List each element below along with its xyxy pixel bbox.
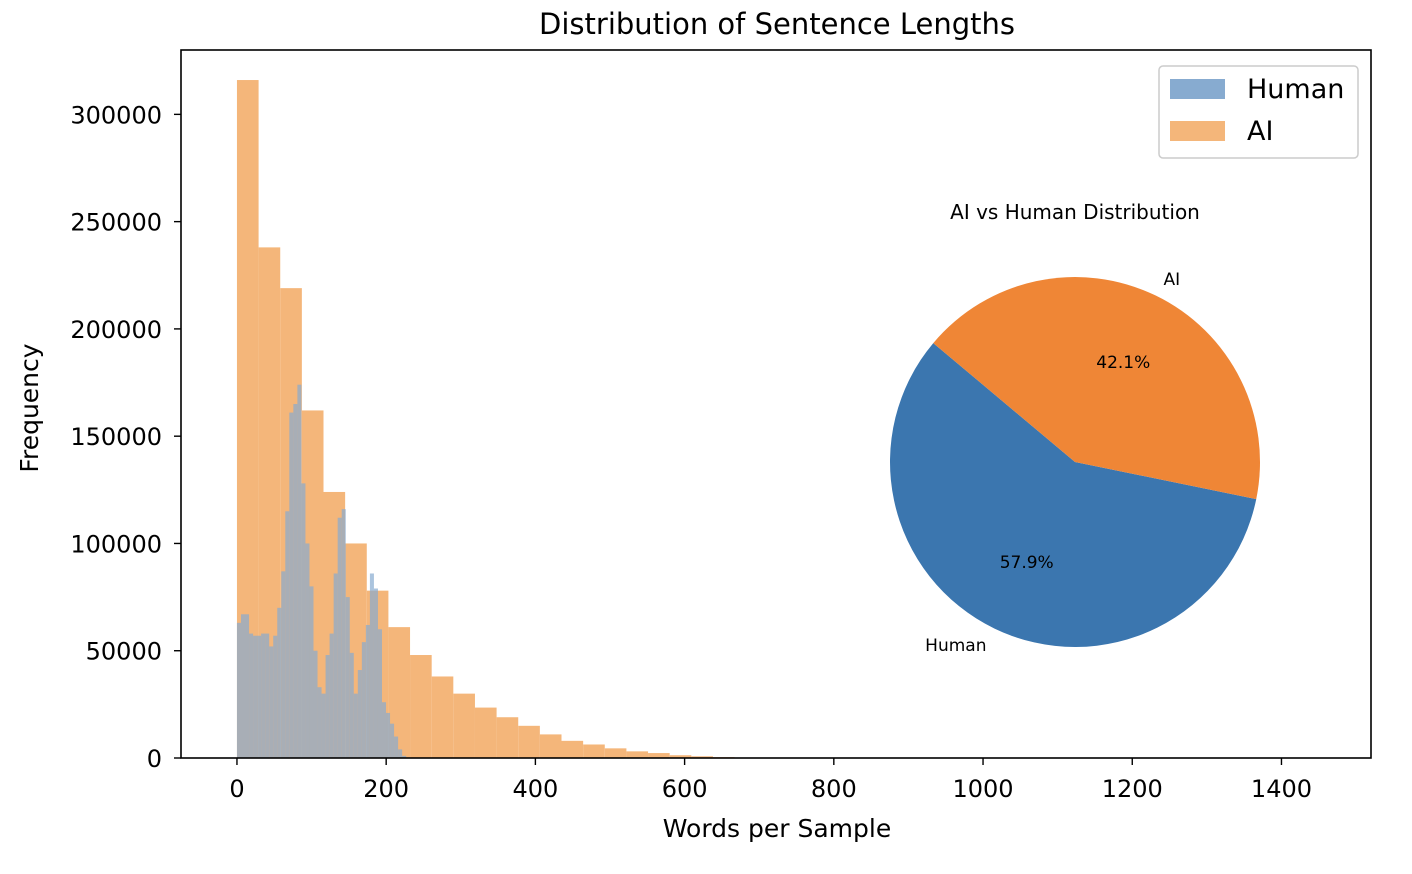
bar-human — [390, 723, 395, 758]
bar-ai — [648, 753, 670, 758]
pie-pct-human: 57.9% — [1000, 553, 1054, 573]
pie-title: AI vs Human Distribution — [950, 200, 1200, 224]
chart-title: Distribution of Sentence Lengths — [539, 7, 1015, 41]
bar-human — [349, 652, 354, 758]
bar-ai — [691, 756, 713, 758]
bar-human — [301, 483, 306, 758]
bar-human — [333, 573, 338, 758]
y-tick-label: 100000 — [70, 530, 162, 558]
bar-human — [402, 755, 407, 758]
pie-label-ai: AI — [1164, 270, 1181, 290]
bar-human — [386, 712, 391, 758]
bar-human — [265, 633, 270, 758]
bar-ai — [626, 751, 649, 758]
bar-human — [341, 509, 346, 758]
pie-pct-ai: 42.1% — [1096, 353, 1150, 373]
bar-ai — [258, 247, 281, 758]
y-axis-label: Frequency — [15, 343, 44, 472]
bar-human — [345, 597, 350, 758]
legend-label-ai: AI — [1247, 116, 1273, 147]
bar-human — [285, 511, 290, 758]
y-tick-label: 200000 — [70, 316, 162, 344]
x-tick-label: 0 — [229, 775, 244, 803]
bar-ai — [583, 744, 605, 758]
bar-ai — [474, 707, 497, 758]
pie-inset: AI vs Human Distribution Human 57.9% AI 42.… — [890, 200, 1260, 656]
bar-ai — [518, 725, 540, 758]
bar-ai — [236, 80, 259, 758]
bar-human — [325, 655, 330, 758]
bar-human — [377, 629, 382, 758]
y-tick-label: 0 — [147, 745, 162, 773]
legend: Human AI — [1158, 65, 1359, 159]
bar-ai — [561, 740, 584, 758]
legend-label-human: Human — [1247, 74, 1344, 105]
y-tick-label: 250000 — [70, 209, 162, 237]
bar-human — [297, 384, 302, 758]
bar-ai — [539, 734, 562, 758]
pie-slice-human — [890, 343, 1257, 647]
bar-human — [240, 614, 246, 758]
bar-human — [273, 635, 278, 758]
bar-human — [257, 635, 262, 758]
bar-human — [245, 614, 250, 758]
bar-human — [317, 687, 322, 758]
x-tick-label: 200 — [363, 775, 409, 803]
bar-human — [313, 650, 318, 758]
pie-chart: Human 57.9% AI 42.1% — [890, 270, 1260, 656]
bar-human — [289, 412, 294, 758]
bar-ai — [669, 755, 692, 758]
bar-human — [277, 607, 282, 758]
bar-human — [253, 635, 258, 758]
bar-human — [249, 633, 254, 758]
human-histogram — [236, 384, 407, 758]
bar-human — [236, 622, 241, 758]
legend-swatch-human — [1170, 79, 1225, 99]
bar-ai — [496, 717, 519, 758]
bar-human — [321, 693, 326, 758]
bar-human — [261, 633, 266, 758]
x-axis-label: Words per Sample — [663, 814, 891, 843]
bar-human — [369, 573, 374, 758]
pie-slice-ai — [933, 277, 1260, 500]
bar-human — [365, 624, 370, 758]
bar-ai — [453, 693, 475, 758]
bar-human — [381, 702, 387, 758]
bar-human — [357, 670, 362, 758]
y-tick-label: 50000 — [86, 638, 162, 666]
bar-ai — [410, 655, 432, 758]
bar-ai — [431, 676, 454, 758]
bar-human — [353, 693, 358, 758]
bar-human — [373, 588, 378, 758]
bar-human — [269, 646, 274, 758]
bar-human — [394, 736, 399, 758]
y-axis: 0 50000 100000 150000 200000 250000 300000 — [70, 101, 181, 773]
x-tick-label: 400 — [512, 775, 558, 803]
x-tick-label: 1000 — [952, 775, 1013, 803]
x-tick-label: 800 — [811, 775, 857, 803]
bar-human — [293, 404, 298, 758]
bar-human — [361, 642, 366, 758]
legend-swatch-ai — [1170, 121, 1225, 141]
bar-human — [281, 571, 286, 758]
y-tick-label: 150000 — [70, 423, 162, 451]
plot-frame — [180, 49, 1372, 759]
bar-human — [398, 749, 403, 758]
bar-human — [337, 517, 342, 758]
x-tick-label: 1200 — [1102, 775, 1163, 803]
bar-ai — [604, 748, 627, 758]
bar-human — [329, 633, 334, 758]
x-axis: 0 200 400 600 800 1000 1200 1400 — [229, 758, 1312, 803]
x-tick-label: 1400 — [1251, 775, 1312, 803]
y-tick-label: 300000 — [70, 101, 162, 129]
pie-label-human: Human — [925, 636, 986, 656]
bar-human — [309, 586, 314, 758]
x-tick-label: 600 — [662, 775, 708, 803]
bar-human — [305, 543, 310, 758]
